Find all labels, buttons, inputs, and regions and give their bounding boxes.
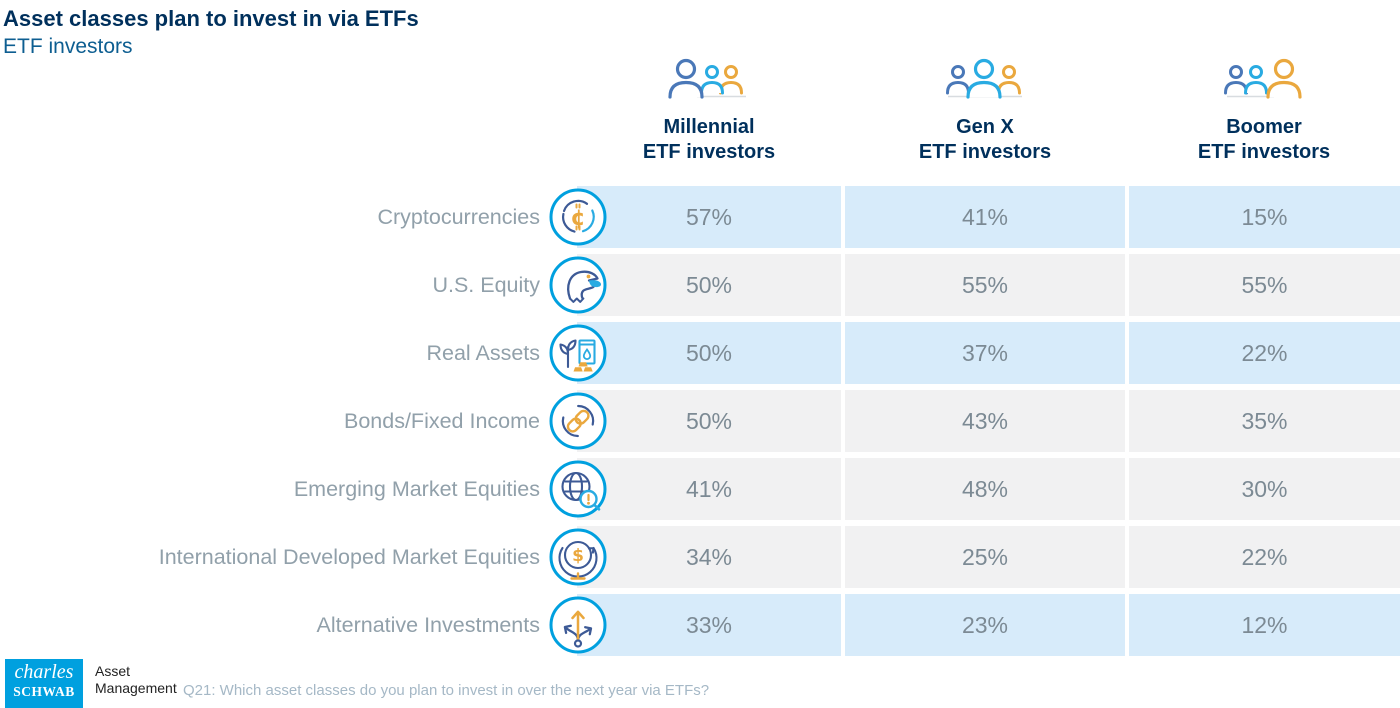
- survey-question-note: Q21: Which asset classes do you plan to …: [183, 682, 710, 699]
- table-row: Cryptocurrencies ¢ 57% 41% 15%: [0, 186, 1400, 248]
- division-line1: Asset: [95, 663, 131, 679]
- page-title: Asset classes plan to invest in via ETFs: [3, 6, 419, 31]
- value-cell: 23%: [845, 594, 1125, 656]
- column-header-boomer: Boomer ETF investors: [1124, 56, 1400, 165]
- row-label: Bonds/Fixed Income: [344, 409, 540, 433]
- chain-link-icon: [548, 391, 608, 451]
- value-cell: 50%: [577, 254, 841, 316]
- table-row: U.S. Equity 50% 55% 55%: [0, 254, 1400, 316]
- branching-arrows-icon: [548, 595, 608, 655]
- value-cell: 30%: [1129, 458, 1400, 520]
- value-cell: 41%: [845, 186, 1125, 248]
- boomer-people-icon: [1224, 58, 1302, 99]
- value-cell: 41%: [577, 458, 841, 520]
- column-name-line2: ETF investors: [642, 141, 776, 163]
- logo-schwab-text: SCHWAB: [13, 684, 75, 699]
- value-cell: 48%: [845, 458, 1125, 520]
- globe-magnifier-icon: [548, 459, 608, 519]
- svg-text:$: $: [572, 546, 584, 566]
- value-cell: 55%: [1129, 254, 1400, 316]
- table-row: Alternative Investments 33% 23% 12%: [0, 594, 1400, 656]
- asset-management-label: Asset Management: [95, 663, 177, 697]
- row-label: U.S. Equity: [432, 273, 540, 297]
- value-cell: 57%: [577, 186, 841, 248]
- row-label: Alternative Investments: [316, 613, 540, 637]
- value-cell: 55%: [845, 254, 1125, 316]
- table-row: International Developed Market Equities …: [0, 526, 1400, 588]
- value-cell: 12%: [1129, 594, 1400, 656]
- value-cell: 22%: [1129, 322, 1400, 384]
- column-name-line2: ETF investors: [918, 141, 1052, 163]
- value-cell: 35%: [1129, 390, 1400, 452]
- value-cell: 25%: [845, 526, 1125, 588]
- row-label: Real Assets: [426, 341, 540, 365]
- value-cell: 34%: [577, 526, 841, 588]
- millennial-people-icon: [668, 58, 746, 99]
- column-name: Millennial: [663, 116, 755, 138]
- value-cell: 33%: [577, 594, 841, 656]
- value-cell: 43%: [845, 390, 1125, 452]
- table-row: Bonds/Fixed Income 50% 43% 35%: [0, 390, 1400, 452]
- value-cell: 50%: [577, 390, 841, 452]
- table-row: Real Assets: [0, 322, 1400, 384]
- row-label: Cryptocurrencies: [377, 205, 541, 229]
- eagle-icon: [548, 255, 608, 315]
- value-cell: 15%: [1129, 186, 1400, 248]
- cryptocurrency-icon: ¢: [548, 187, 608, 247]
- charles-schwab-logo: charles SCHWAB: [5, 659, 83, 708]
- page-subtitle: ETF investors: [3, 35, 133, 58]
- real-assets-icon: [548, 323, 608, 383]
- genx-people-icon: [946, 58, 1022, 99]
- table-row: Emerging Market Equities 41% 48% 30%: [0, 458, 1400, 520]
- column-name-line2: ETF investors: [1197, 141, 1331, 163]
- row-label: Emerging Market Equities: [293, 477, 540, 501]
- value-cell: 22%: [1129, 526, 1400, 588]
- division-line2: Management: [95, 680, 177, 696]
- column-name: Gen X: [956, 116, 1014, 138]
- desk-globe-icon: $: [548, 527, 608, 587]
- logo-charles-text: charles: [14, 661, 74, 683]
- column-header-genx: Gen X ETF investors: [845, 56, 1125, 165]
- column-name: Boomer: [1226, 116, 1302, 138]
- svg-text:¢: ¢: [570, 206, 585, 231]
- row-label: International Developed Market Equities: [158, 545, 540, 569]
- value-cell: 37%: [845, 322, 1125, 384]
- value-cell: 50%: [577, 322, 841, 384]
- column-header-millennial: Millennial ETF investors: [569, 56, 849, 165]
